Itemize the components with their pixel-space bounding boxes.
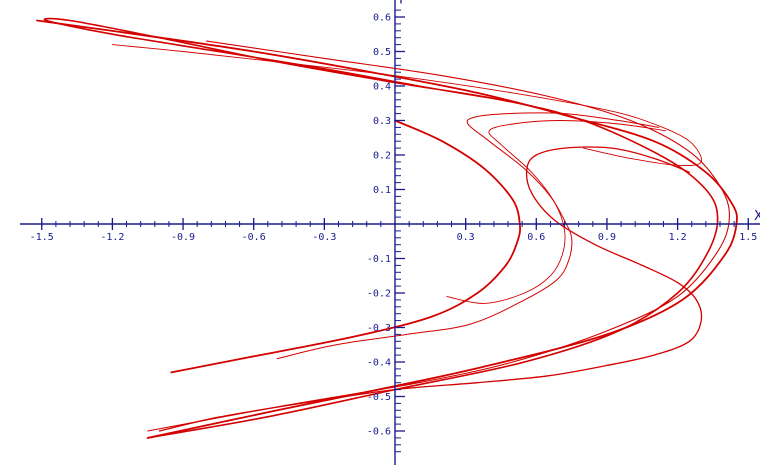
y-tick-label: 0.4 (373, 82, 391, 93)
attractor-branch-4 (170, 119, 522, 374)
x-tick-label: 0.9 (598, 232, 616, 243)
x-tick-label: -0.9 (171, 232, 195, 243)
y-tick-label: 0.6 (373, 13, 391, 24)
y-tick-label: 0.1 (373, 185, 391, 196)
x-tick-label: 1.5 (739, 232, 757, 243)
attractor-branch-6 (446, 120, 667, 304)
attractor-branch-3 (147, 40, 730, 432)
x-tick-label: -0.6 (242, 232, 266, 243)
y-tick-label: -0.1 (367, 254, 391, 265)
attractor-curves (36, 17, 738, 439)
y-axis-title: Y (396, 0, 405, 8)
y-tick-label: 0.3 (373, 116, 391, 127)
axes: -1.5 -1.2 -0.9 -0.6 -0.3 0.3 0.6 0.9 1.2 1.5 0.6 0.… (19, 0, 760, 465)
y-tick-label: 0.5 (373, 47, 391, 58)
attractor-branch-5 (276, 112, 660, 360)
y-tick-label: -0.4 (367, 358, 391, 369)
attractor-branch-8 (111, 44, 703, 167)
x-axis-title: X (754, 209, 760, 224)
y-tick-label: -0.6 (367, 427, 391, 438)
x-tick-label: 0.6 (527, 232, 545, 243)
y-tick-label: -0.3 (367, 323, 391, 334)
x-tick-label: 0.3 (457, 232, 475, 243)
x-tick-label: 1.2 (669, 232, 687, 243)
y-tick-label: -0.2 (367, 289, 391, 300)
attractor-branch-7 (158, 146, 703, 432)
attractor-branch-2 (36, 19, 738, 439)
x-tick-label: -0.3 (312, 232, 336, 243)
y-tick-label: -0.5 (367, 392, 391, 403)
y-tick-label: 0.2 (373, 151, 391, 162)
x-tick-label: -1.5 (30, 232, 54, 243)
x-tick-label: -1.2 (100, 232, 124, 243)
